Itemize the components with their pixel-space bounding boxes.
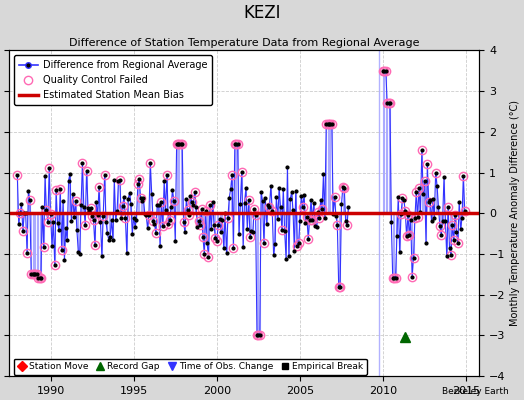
Legend: Station Move, Record Gap, Time of Obs. Change, Empirical Break: Station Move, Record Gap, Time of Obs. C… (14, 359, 367, 375)
Text: KEZI: KEZI (243, 4, 281, 22)
Y-axis label: Monthly Temperature Anomaly Difference (°C): Monthly Temperature Anomaly Difference (… (510, 100, 520, 326)
Text: Berkeley Earth: Berkeley Earth (442, 387, 508, 396)
Title: Difference of Station Temperature Data from Regional Average: Difference of Station Temperature Data f… (69, 38, 420, 48)
